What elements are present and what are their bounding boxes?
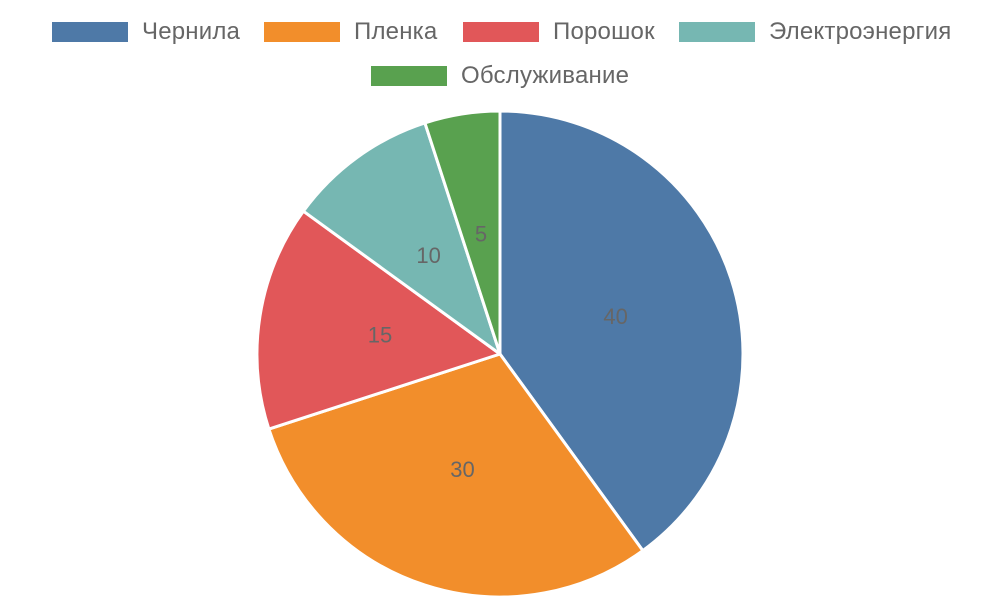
legend-swatch-ink (52, 22, 128, 42)
data-label-film: 30 (450, 457, 474, 482)
legend-swatch-powder (463, 22, 539, 42)
legend-item-electricity[interactable]: Электроэнергия (679, 18, 952, 45)
pie-slices (255, 109, 745, 599)
legend-label-powder: Порошок (553, 18, 655, 45)
chart-legend: Чернила Пленка Порошок Электроэнергия Обслуж… (0, 0, 1000, 100)
legend-label-ink: Чернила (142, 18, 241, 45)
legend-label-maintenance: Обслуживание (461, 62, 630, 89)
legend-swatch-maintenance (371, 66, 447, 86)
pie-slice-film[interactable] (267, 352, 645, 599)
pie-data-labels: 40 30 15 10 5 (368, 222, 628, 483)
legend-item-powder[interactable]: Порошок (463, 18, 655, 45)
legend-label-film: Пленка (354, 18, 438, 45)
legend-swatch-electricity (679, 22, 755, 42)
data-label-ink: 40 (603, 304, 627, 329)
pie-slice-powder[interactable] (255, 209, 502, 431)
legend-item-maintenance[interactable]: Обслуживание (371, 62, 630, 89)
legend-swatch-film (264, 22, 340, 42)
pie-slice-maintenance[interactable] (423, 109, 502, 356)
data-label-powder: 15 (368, 323, 392, 348)
pie-slice-ink[interactable] (498, 109, 745, 553)
data-label-maintenance: 5 (475, 222, 487, 247)
legend-item-ink[interactable]: Чернила (52, 18, 241, 45)
data-label-electricity: 10 (416, 243, 440, 268)
legend-item-film[interactable]: Пленка (264, 18, 438, 45)
pie-slice-electricity[interactable] (301, 121, 502, 356)
legend-label-electricity: Электроэнергия (769, 18, 952, 45)
